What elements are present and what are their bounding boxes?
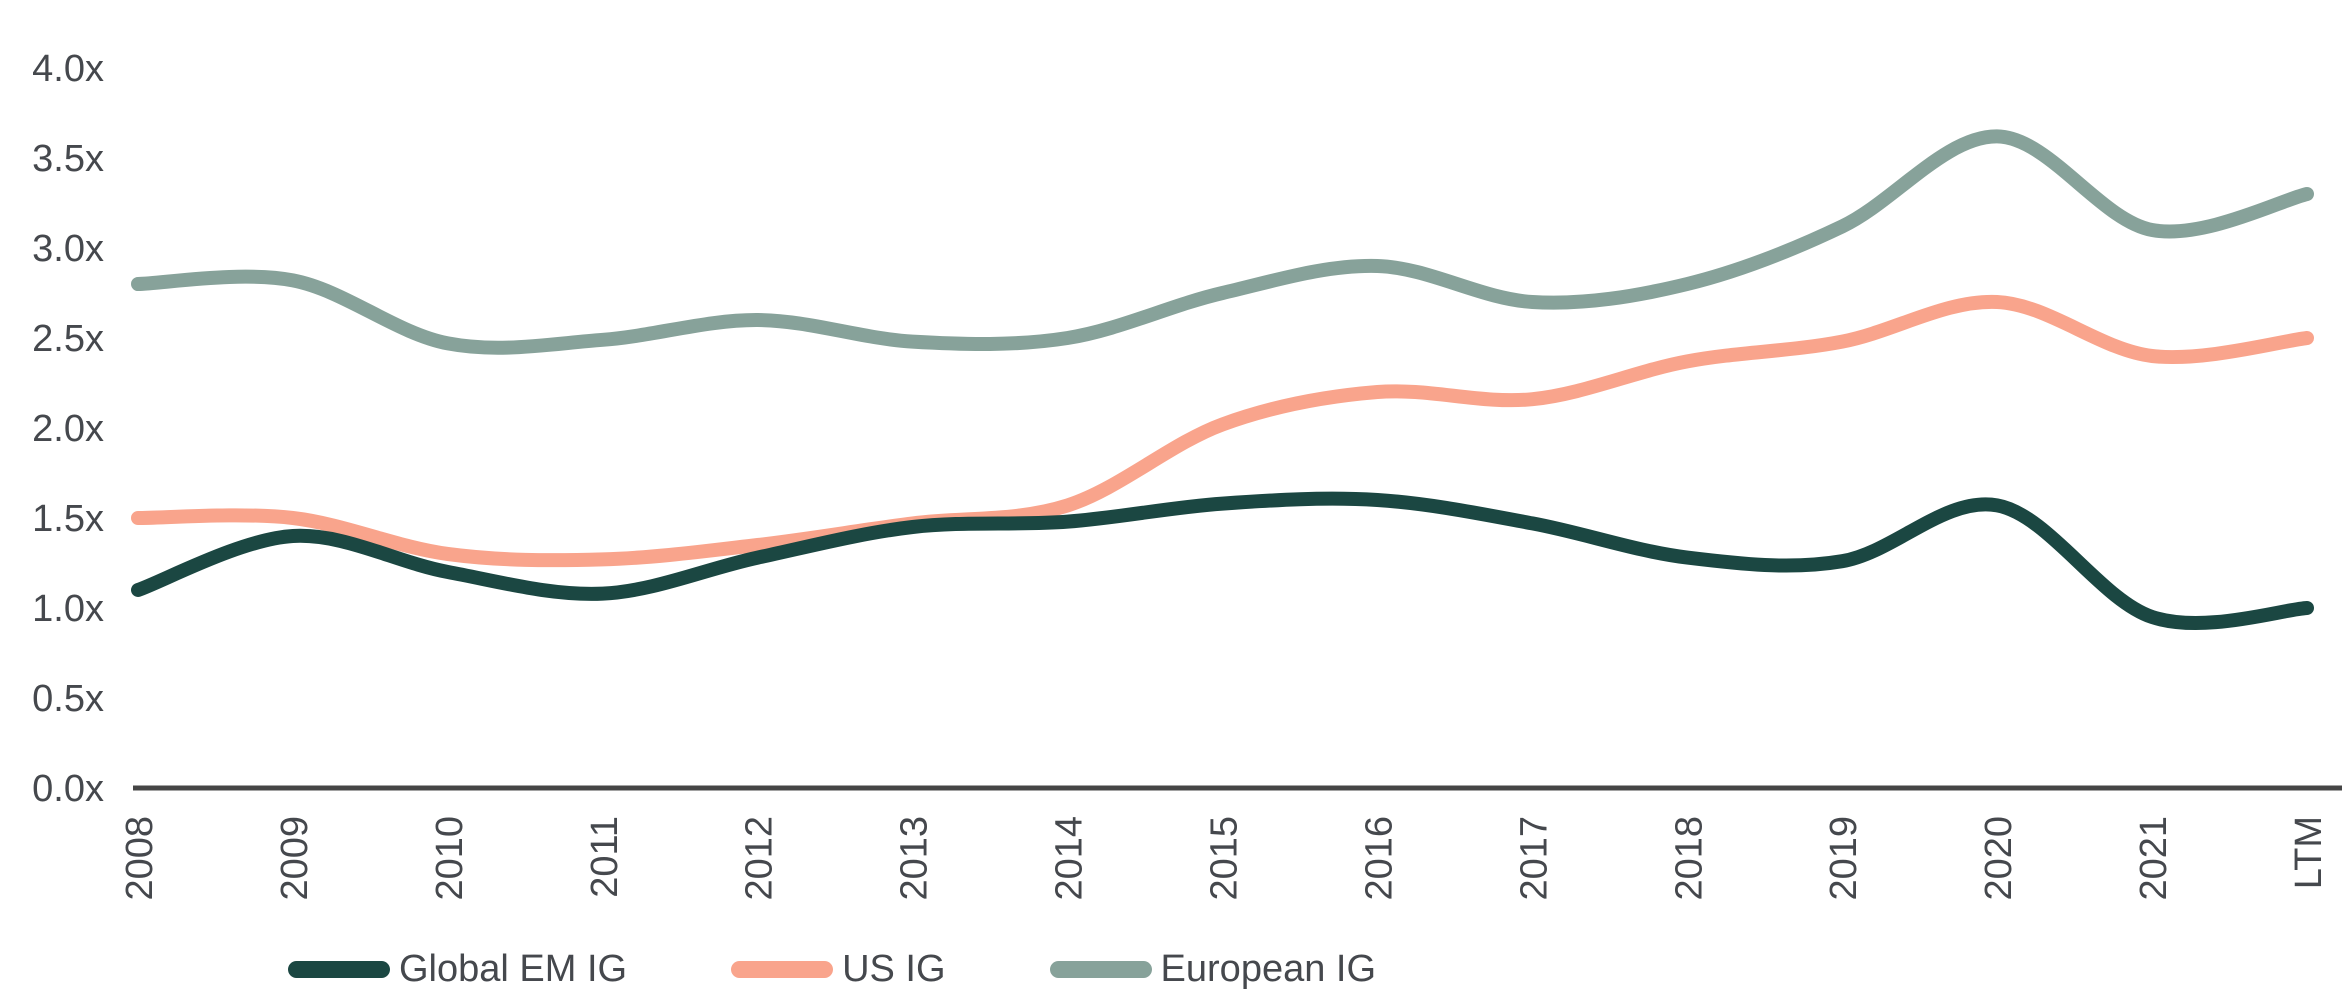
x-axis-tick-label: 2015: [1204, 816, 1246, 901]
x-axis-tick-label: 2012: [739, 816, 781, 901]
y-axis-tick-label: 2.5x: [32, 318, 104, 360]
x-axis-tick-label: 2010: [429, 816, 471, 901]
series-line-us-ig: [131, 294, 2314, 568]
legend-item-global-em-ig: Global EM IG: [288, 948, 627, 991]
x-axis-tick-label: 2016: [1358, 816, 1400, 901]
x-axis-tick-label: 2019: [1823, 816, 1865, 901]
y-axis-tick-label: 3.0x: [32, 228, 104, 270]
legend-swatch-global-em-ig-icon: [288, 961, 390, 978]
legend-item-european-ig: European IG: [1049, 948, 1377, 991]
legend: Global EM IG US IG European IG: [288, 948, 1376, 991]
y-axis-tick-label: 3.5x: [32, 138, 104, 180]
y-axis-tick-label: 2.0x: [32, 408, 104, 450]
legend-label-european-ig: European IG: [1160, 948, 1377, 990]
legend-swatch-us-ig-icon: [731, 961, 834, 978]
legend-label-global-em-ig: Global EM IG: [399, 948, 628, 990]
x-axis-tick-label: 2014: [1049, 816, 1091, 901]
legend-swatch-european-ig-icon: [1049, 961, 1152, 978]
y-axis-tick-label: 4.0x: [32, 48, 104, 90]
x-axis-tick-label: 2009: [274, 816, 316, 901]
x-axis-tick-label: 2011: [584, 816, 626, 898]
series-line-european-ig: [131, 129, 2314, 355]
x-axis-tick-label: 2020: [1978, 816, 2020, 901]
legend-item-us-ig: US IG: [731, 948, 946, 991]
y-axis-tick-label: 0.5x: [32, 678, 104, 720]
x-axis-tick-label: 2017: [1513, 816, 1555, 901]
legend-label-us-ig: US IG: [842, 948, 946, 990]
x-axis-tick-label: LTM: [2288, 816, 2330, 889]
x-axis-tick-label: 2021: [2133, 816, 2175, 901]
x-axis-tick-label: 2008: [119, 816, 161, 901]
x-axis-tick-label: 2013: [894, 816, 936, 901]
y-axis-tick-label: 1.0x: [32, 588, 104, 630]
y-axis-tick-label: 0.0x: [32, 768, 104, 810]
y-axis-tick-label: 1.5x: [32, 498, 104, 540]
series-line-global-em-ig: [131, 491, 2314, 630]
x-axis-tick-label: 2018: [1668, 816, 1710, 901]
